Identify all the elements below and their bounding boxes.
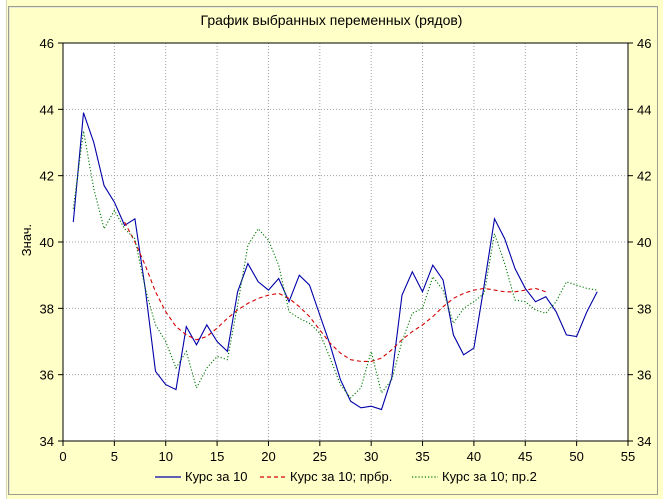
- x-tick-label: 40: [467, 449, 481, 464]
- x-tick-label: 5: [111, 449, 118, 464]
- y-tick-label-left: 36: [40, 368, 54, 383]
- y-tick-label-right: 44: [637, 102, 651, 117]
- y-tick-label-right: 34: [637, 434, 651, 449]
- x-tick-label: 50: [569, 449, 583, 464]
- y-axis-label: Знач.: [19, 224, 34, 256]
- x-tick-label: 25: [313, 449, 327, 464]
- x-tick-label: 20: [261, 449, 275, 464]
- x-tick-label: 55: [621, 449, 635, 464]
- chart-title: График выбранных переменных (рядов): [200, 12, 463, 28]
- series-line-3: [72, 130, 598, 399]
- legend-label-2: Курс за 10; прбр.: [290, 469, 392, 484]
- y-tick-label-left: 46: [40, 36, 54, 51]
- left-panel-edge: [0, 0, 7, 499]
- x-tick-label: 15: [210, 449, 224, 464]
- y-tick-label-left: 42: [40, 169, 54, 184]
- x-tick-label: 0: [59, 449, 66, 464]
- y-tick-label-right: 46: [637, 36, 651, 51]
- y-tick-label-left: 34: [40, 434, 54, 449]
- series-line-1: [72, 112, 598, 411]
- y-tick-label-right: 36: [637, 368, 651, 383]
- legend-label-3: Курс за 10; пр.2: [442, 469, 537, 484]
- y-tick-label-left: 38: [40, 301, 54, 316]
- series-line-2: [124, 221, 546, 362]
- y-tick-label-left: 44: [40, 102, 54, 117]
- x-tick-label: 35: [415, 449, 429, 464]
- graph-frame: [8, 6, 658, 495]
- x-tick-label: 10: [158, 449, 172, 464]
- y-tick-label-right: 38: [637, 301, 651, 316]
- y-tick-label-left: 40: [40, 235, 54, 250]
- x-tick-label: 45: [518, 449, 532, 464]
- y-tick-label-right: 42: [637, 169, 651, 184]
- x-tick-label: 30: [364, 449, 378, 464]
- legend-label-1: Курс за 10: [185, 469, 248, 484]
- y-tick-label-right: 40: [637, 235, 651, 250]
